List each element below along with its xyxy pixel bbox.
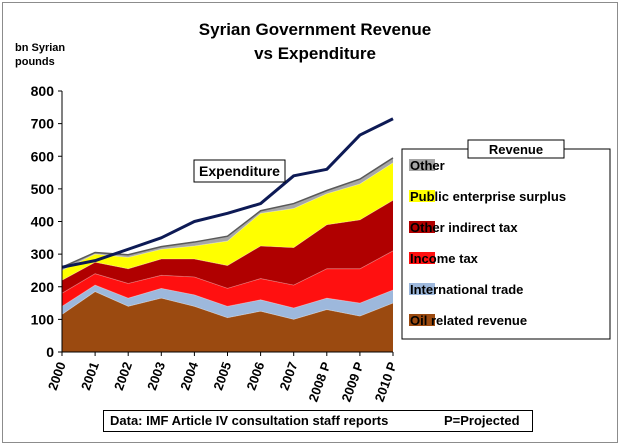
projected-note: P=Projected <box>444 413 520 428</box>
x-tick-label: 2000 <box>45 360 69 392</box>
x-tick-label: 2008 P <box>305 360 333 404</box>
y-tick-label: 800 <box>31 83 55 99</box>
source-box: Data: IMF Article IV consultation staff … <box>103 410 533 432</box>
area-boundary-international-trade <box>61 284 394 309</box>
area-boundary-oil-related-revenue <box>61 291 394 320</box>
chart-title: Syrian Government Revenue vs Expenditure <box>150 18 480 66</box>
y-tick-label: 100 <box>31 311 55 327</box>
area-public-enterprise-surplus <box>62 162 393 281</box>
legend-swatch-income-tax <box>409 252 435 264</box>
legend-title-box <box>467 139 565 159</box>
expenditure-line <box>61 117 394 269</box>
legend-title: Revenue <box>489 142 543 157</box>
legend-label-other: Other <box>410 158 445 173</box>
x-tick-label: 2001 <box>78 360 102 392</box>
legend-label-income-tax: Income tax <box>410 251 479 266</box>
y-tick-label: 700 <box>31 116 55 132</box>
x-tick-label: 2002 <box>111 360 135 392</box>
y-axis-unit-label: bn Syrian pounds <box>15 41 85 69</box>
legend-swatch-other <box>409 159 435 171</box>
legend-box <box>401 148 611 340</box>
legend-swatch-international-trade <box>409 283 435 295</box>
y-tick-label: 300 <box>31 246 55 262</box>
legend-swatch-oil-related-revenue <box>409 314 435 326</box>
x-tick-label: 2010 P <box>372 360 400 404</box>
x-tick-label: 2004 <box>177 359 201 392</box>
legend-swatch-other-indirect-tax <box>409 221 435 233</box>
area-oil-related-revenue <box>62 291 393 352</box>
expenditure-annotation-label: Expenditure <box>199 163 280 179</box>
area-boundary-public-enterprise-surplus <box>61 162 394 271</box>
area-boundary-income-tax <box>61 250 394 294</box>
chart-title-line1: Syrian Government Revenue <box>198 20 432 39</box>
legend-label-oil-related-revenue: Oil related revenue <box>410 313 527 328</box>
y-tick-label: 500 <box>31 181 55 197</box>
y-tick-label: 400 <box>31 214 55 230</box>
y-axis-unit-line1: bn Syrian <box>15 42 66 54</box>
y-tick-label: 200 <box>31 279 55 295</box>
area-international-trade <box>62 285 393 320</box>
source-text: Data: IMF Article IV consultation staff … <box>110 413 389 428</box>
x-tick-label: 2003 <box>144 360 168 392</box>
y-tick-label: 600 <box>31 148 55 164</box>
x-tick-label: 2009 P <box>339 360 367 404</box>
legend-swatch-public-enterprise-surplus <box>409 190 435 202</box>
y-tick-label: 0 <box>46 344 54 360</box>
expenditure-annotation-box <box>193 159 286 183</box>
area-other-indirect-tax <box>62 200 393 294</box>
x-tick-label: 2007 <box>277 360 301 392</box>
legend-label-international-trade: International trade <box>410 282 523 297</box>
x-tick-label: 2005 <box>210 360 234 392</box>
area-boundary-other-indirect-tax <box>61 199 394 281</box>
legend-label-other-indirect-tax: Other indirect tax <box>410 220 518 235</box>
chart-title-line2: vs Expenditure <box>254 44 376 63</box>
x-tick-label: 2006 <box>243 360 267 392</box>
y-axis-unit-line2: pounds <box>15 56 55 68</box>
legend-label-public-enterprise-surplus: Public enterprise surplus <box>410 189 566 204</box>
area-income-tax <box>62 250 393 308</box>
